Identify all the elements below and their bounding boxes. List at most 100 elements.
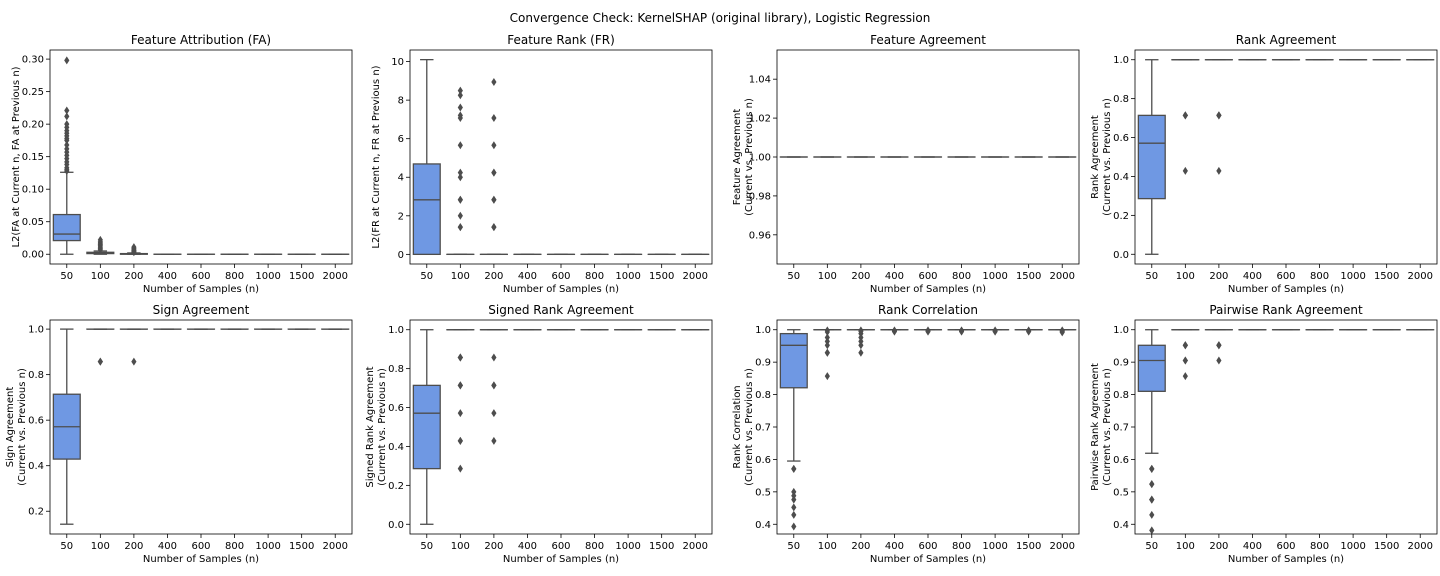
y-tick-label: 0.2 [28, 507, 44, 518]
outlier-point [824, 372, 830, 381]
y-axis-label: L2(FR at Current n, FR at Previous n) [371, 65, 382, 248]
outlier-point [1182, 341, 1188, 350]
x-tick-label: 1500 [649, 271, 674, 282]
y-tick-label: 0.15 [22, 152, 44, 163]
x-tick-label: 1000 [982, 541, 1007, 552]
iqr-box [779, 332, 808, 389]
y-tick-label: 0 [398, 250, 404, 261]
subplot-8: Pairwise Rank Agreement 0.4 0.5 0.6 0.7 0.8 0.… [1090, 303, 1438, 565]
y-tick-label: 1.0 [1113, 55, 1129, 66]
subplot-2: Feature Rank (FR) 0 2 4 6 8 10 50 100 200 400 600 80… [371, 33, 713, 295]
outlier-point [858, 348, 864, 357]
axes-frame [409, 49, 713, 265]
box-100 [446, 329, 475, 473]
outlier-point [457, 223, 463, 232]
x-tick-label: 2000 [1407, 271, 1432, 282]
outlier-point [457, 173, 463, 182]
subplot-6: Signed Rank Agreement 0.0 0.2 0.4 0.6 0.8 1.0 5… [365, 303, 713, 565]
outlier-point [457, 409, 463, 418]
x-tick-label: 400 [518, 541, 537, 552]
x-tick-label: 100 [818, 271, 837, 282]
x-tick-label: 2000 [1049, 271, 1074, 282]
y-tick-label: 0.98 [749, 191, 771, 202]
outlier-point [1182, 166, 1188, 175]
y-axis-label: (Current vs. Previous n) [744, 98, 755, 216]
y-axis-label: L2(FA at Current n, FA at Previous n) [11, 66, 22, 247]
y-tick-label: 0.96 [749, 230, 771, 241]
box-100 [813, 326, 842, 381]
y-tick-label: 0.4 [755, 520, 771, 531]
outlier-point [491, 141, 497, 150]
x-tick-label: 600 [191, 271, 210, 282]
x-tick-label: 1000 [1340, 271, 1365, 282]
x-tick-label: 800 [952, 541, 971, 552]
x-tick-label: 2000 [1049, 541, 1074, 552]
outlier-point [491, 409, 497, 418]
outlier-point [457, 86, 463, 95]
outlier-point [457, 91, 463, 100]
x-tick-label: 100 [91, 271, 110, 282]
outlier-point [1216, 341, 1222, 350]
x-tick-label: 400 [885, 271, 904, 282]
x-tick-label: 50 [1145, 541, 1158, 552]
x-axis-label: Number of Samples (n) [503, 554, 619, 565]
box-50 [1137, 329, 1166, 535]
iqr-box [1137, 114, 1166, 200]
x-tick-label: 2000 [1407, 541, 1432, 552]
x-tick-label: 100 [1176, 541, 1195, 552]
box-200 [479, 78, 508, 256]
x-tick-label: 1500 [289, 271, 314, 282]
x-tick-label: 50 [420, 541, 433, 552]
outlier-point [491, 78, 497, 87]
x-tick-label: 400 [1243, 541, 1262, 552]
y-tick-label: 1.0 [1113, 325, 1129, 336]
y-axis-label: (Current vs. Previous n) [377, 368, 388, 486]
x-tick-label: 600 [918, 271, 937, 282]
x-tick-label: 600 [191, 541, 210, 552]
outlier-point [457, 381, 463, 390]
x-tick-label: 200 [851, 541, 870, 552]
y-tick-label: 0.30 [22, 55, 44, 66]
outlier-point [858, 341, 864, 350]
subplot-title: Sign Agreement [153, 303, 250, 317]
x-axis-label: Number of Samples (n) [143, 554, 259, 565]
outlier-point [457, 436, 463, 445]
outlier-point [791, 495, 797, 504]
outlier-point [457, 353, 463, 362]
x-axis-label: Number of Samples (n) [870, 554, 986, 565]
outlier-point [1026, 327, 1032, 336]
y-tick-label: 1.00 [749, 153, 771, 164]
y-tick-label: 0.10 [22, 185, 44, 196]
subplot-title: Signed Rank Agreement [488, 303, 634, 317]
x-tick-label: 50 [1145, 271, 1158, 282]
outlier-point [1149, 526, 1155, 535]
y-axis-label: Pairwise Rank Agreement [1090, 363, 1101, 491]
x-tick-label: 800 [585, 271, 604, 282]
outlier-point [1149, 464, 1155, 473]
outlier-point [1149, 495, 1155, 504]
x-tick-label: 2000 [682, 541, 707, 552]
box-50 [52, 328, 81, 525]
y-tick-label: 0.9 [755, 358, 771, 369]
y-tick-label: 0.6 [1113, 133, 1129, 144]
outlier-point [457, 141, 463, 150]
x-tick-label: 1000 [255, 541, 280, 552]
x-tick-label: 400 [1243, 271, 1262, 282]
y-tick-label: 0.0 [388, 520, 404, 531]
y-tick-label: 0.7 [1113, 423, 1129, 434]
x-tick-label: 1500 [649, 541, 674, 552]
axes-frame [409, 319, 713, 535]
box-1000 [981, 326, 1010, 336]
outlier-point [1059, 328, 1065, 337]
outlier-point [97, 357, 103, 366]
box-200 [119, 328, 148, 366]
x-tick-label: 2000 [322, 271, 347, 282]
box-800 [947, 326, 976, 336]
x-tick-label: 800 [1310, 541, 1329, 552]
outlier-point [491, 381, 497, 390]
x-tick-label: 800 [225, 541, 244, 552]
x-tick-label: 800 [585, 541, 604, 552]
iqr-box [52, 213, 81, 242]
outlier-point [491, 436, 497, 445]
axes-frame [49, 319, 353, 535]
